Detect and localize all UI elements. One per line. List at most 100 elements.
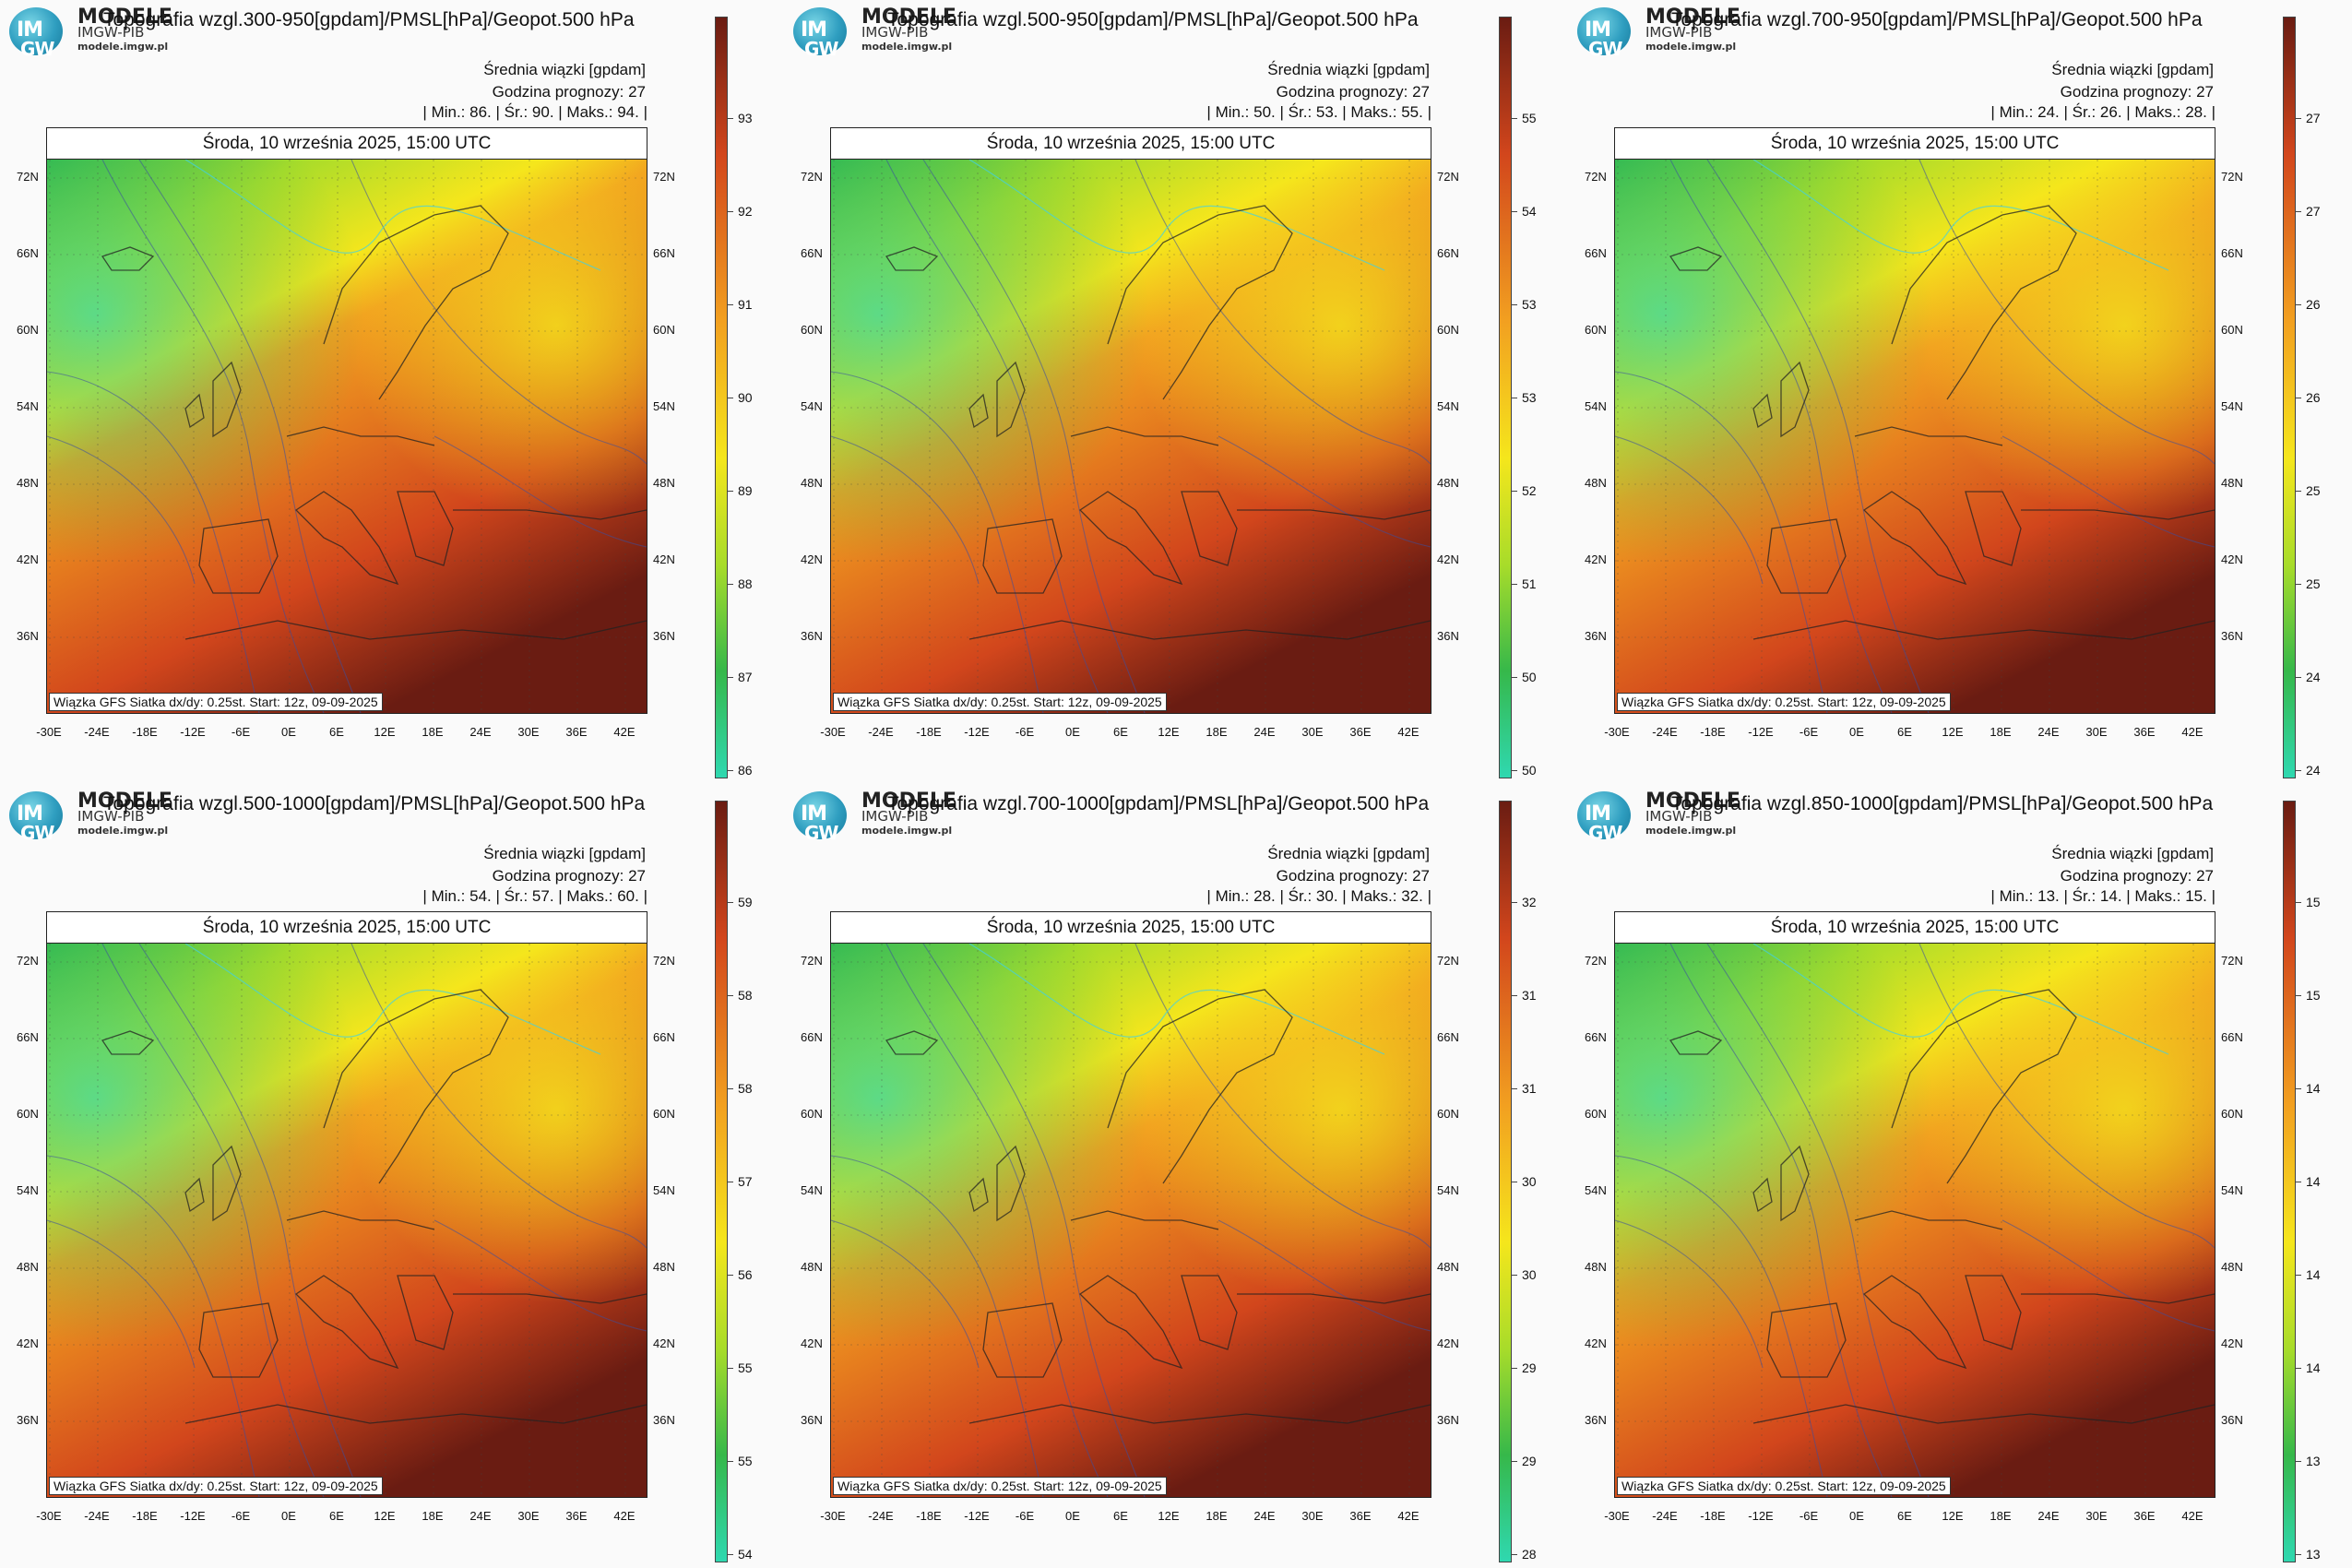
lon-label: 0E — [281, 1509, 296, 1523]
colorbar-label: 14 — [2306, 1081, 2321, 1096]
lon-label: -18E — [132, 725, 158, 739]
lon-label: 0E — [1065, 1509, 1080, 1523]
coastline — [286, 1210, 435, 1230]
brand-url[interactable]: modele.imgw.pl — [77, 41, 169, 53]
stats-line: | Min.: 13. | Śr.: 14. | Maks.: 15. | — [1990, 887, 2215, 905]
colorbar-tick — [1512, 491, 1517, 492]
lon-label: 18E — [1990, 725, 2012, 739]
lat-label-left: 60N — [801, 323, 823, 337]
coastline — [1669, 1030, 1723, 1055]
colorbar-label: 57 — [738, 1174, 753, 1189]
colorbar-label: 29 — [1522, 1454, 1537, 1468]
map-panel: IM GW MODELE IMGW-PIB modele.imgw.pl Topograf… — [1568, 0, 2352, 784]
coastline — [885, 246, 939, 271]
isobar-line — [138, 944, 362, 1497]
stats-value: 53. — [1315, 103, 1338, 121]
coastline — [968, 393, 989, 429]
colorbar-tick — [728, 1088, 733, 1089]
brand-url[interactable]: modele.imgw.pl — [1645, 41, 1737, 53]
imgw-logo: IM GW — [1577, 7, 1633, 59]
map-field[interactable]: Wiązka GFS Siatka dx/dy: 0.25st. Start: … — [831, 944, 1431, 1497]
colorbar-label: 30 — [1522, 1174, 1537, 1189]
colorbar-tick — [728, 677, 733, 678]
map-title: Topografia wzgl.500-1000[gpdam]/PMSL[hPa… — [103, 793, 645, 815]
brand-url[interactable]: modele.imgw.pl — [861, 41, 953, 53]
coastline — [1107, 205, 1293, 400]
stats-value: 94. — [617, 103, 639, 121]
colorbar-tick — [1512, 584, 1517, 585]
lat-label-left: 60N — [801, 1107, 823, 1121]
colorbar — [1499, 801, 1512, 1562]
coastline — [323, 989, 509, 1184]
colorbar-tick — [1512, 995, 1517, 996]
map-field[interactable]: Wiązka GFS Siatka dx/dy: 0.25st. Start: … — [831, 160, 1431, 713]
map-frame: Środa, 10 września 2025, 15:00 UTC Wiązka… — [46, 911, 647, 1498]
stats-value: Śr.: — [504, 887, 529, 905]
lat-label-right: 42N — [653, 1336, 675, 1350]
lon-label: 0E — [1065, 725, 1080, 739]
brand-name: MODELE — [77, 790, 172, 813]
brand-url[interactable]: modele.imgw.pl — [861, 825, 953, 837]
map-field[interactable]: Wiązka GFS Siatka dx/dy: 0.25st. Start: … — [47, 944, 647, 1497]
lat-label-right: 60N — [653, 1107, 675, 1121]
lon-label: 12E — [1158, 1509, 1180, 1523]
coastline — [212, 1145, 242, 1222]
coastline — [198, 1302, 279, 1378]
forecast-hour-label: Godzina prognozy: 27 — [2060, 83, 2214, 101]
lon-label: -12E — [1748, 725, 1774, 739]
colorbar-label: 55 — [738, 1454, 753, 1468]
logo-circle — [793, 791, 847, 839]
lat-label-right: 66N — [2221, 1030, 2243, 1044]
lon-label: 24E — [469, 1509, 492, 1523]
colorbar-tick — [2296, 1461, 2301, 1462]
logo-circle — [1577, 791, 1631, 839]
map-field[interactable]: Wiązka GFS Siatka dx/dy: 0.25st. Start: … — [1615, 944, 2215, 1497]
warm-ridge — [831, 944, 1431, 1497]
lat-label-left: 48N — [801, 476, 823, 490]
stats-value: Min.: — [1999, 103, 2034, 121]
stats-value: Maks.: — [2134, 887, 2181, 905]
warm-ridge — [47, 160, 647, 713]
coastline — [1070, 426, 1219, 446]
model-info-footer: Wiązka GFS Siatka dx/dy: 0.25st. Start: … — [833, 693, 1167, 711]
logo-bottom: GW — [20, 822, 54, 844]
isobar-line — [2002, 435, 2215, 548]
stats-value: Min.: — [1215, 887, 1250, 905]
model-info-footer: Wiązka GFS Siatka dx/dy: 0.25st. Start: … — [49, 1477, 383, 1495]
map-field[interactable]: Wiązka GFS Siatka dx/dy: 0.25st. Start: … — [47, 160, 647, 713]
colorbar-tick — [1512, 304, 1517, 305]
coastline — [1780, 361, 1810, 438]
coastline — [982, 518, 1063, 594]
isobar-line — [1669, 944, 1893, 1497]
lon-label: -6E — [1799, 1509, 1819, 1523]
warm-ridge — [47, 944, 647, 1497]
colorbar-label: 14 — [2306, 1174, 2321, 1189]
coastline — [1070, 1210, 1219, 1230]
isobar-line — [1218, 1219, 1431, 1332]
lat-label-right: 36N — [653, 629, 675, 643]
lon-label: 12E — [1942, 1509, 1964, 1523]
brand-url[interactable]: modele.imgw.pl — [1645, 825, 1737, 837]
coastline — [286, 426, 435, 446]
logo-circle — [1577, 7, 1631, 55]
stats-value: 28. — [1253, 887, 1276, 905]
coastline — [453, 1293, 647, 1304]
valid-time-header: Środa, 10 września 2025, 15:00 UTC — [1615, 128, 2215, 160]
colorbar-tick — [2296, 1088, 2301, 1089]
colorbar-label: 29 — [1522, 1360, 1537, 1375]
lon-label: -24E — [84, 1509, 110, 1523]
map-field[interactable]: Wiązka GFS Siatka dx/dy: 0.25st. Start: … — [1615, 160, 2215, 713]
logo-top: IM — [1585, 802, 1611, 826]
colorbar-tick — [2296, 118, 2301, 119]
lon-label: 30E — [1301, 725, 1324, 739]
colorbar-tick — [1512, 1461, 1517, 1462]
coastline — [294, 491, 399, 586]
brand-url[interactable]: modele.imgw.pl — [77, 825, 169, 837]
lat-label-left: 60N — [17, 1107, 39, 1121]
coastline — [1862, 491, 1967, 586]
lat-label-right: 48N — [1437, 476, 1459, 490]
lon-label: -12E — [964, 1509, 990, 1523]
lon-label: 36E — [1349, 1509, 1372, 1523]
stats-value: Śr.: — [1288, 103, 1313, 121]
stats-value: 32. — [1401, 887, 1423, 905]
